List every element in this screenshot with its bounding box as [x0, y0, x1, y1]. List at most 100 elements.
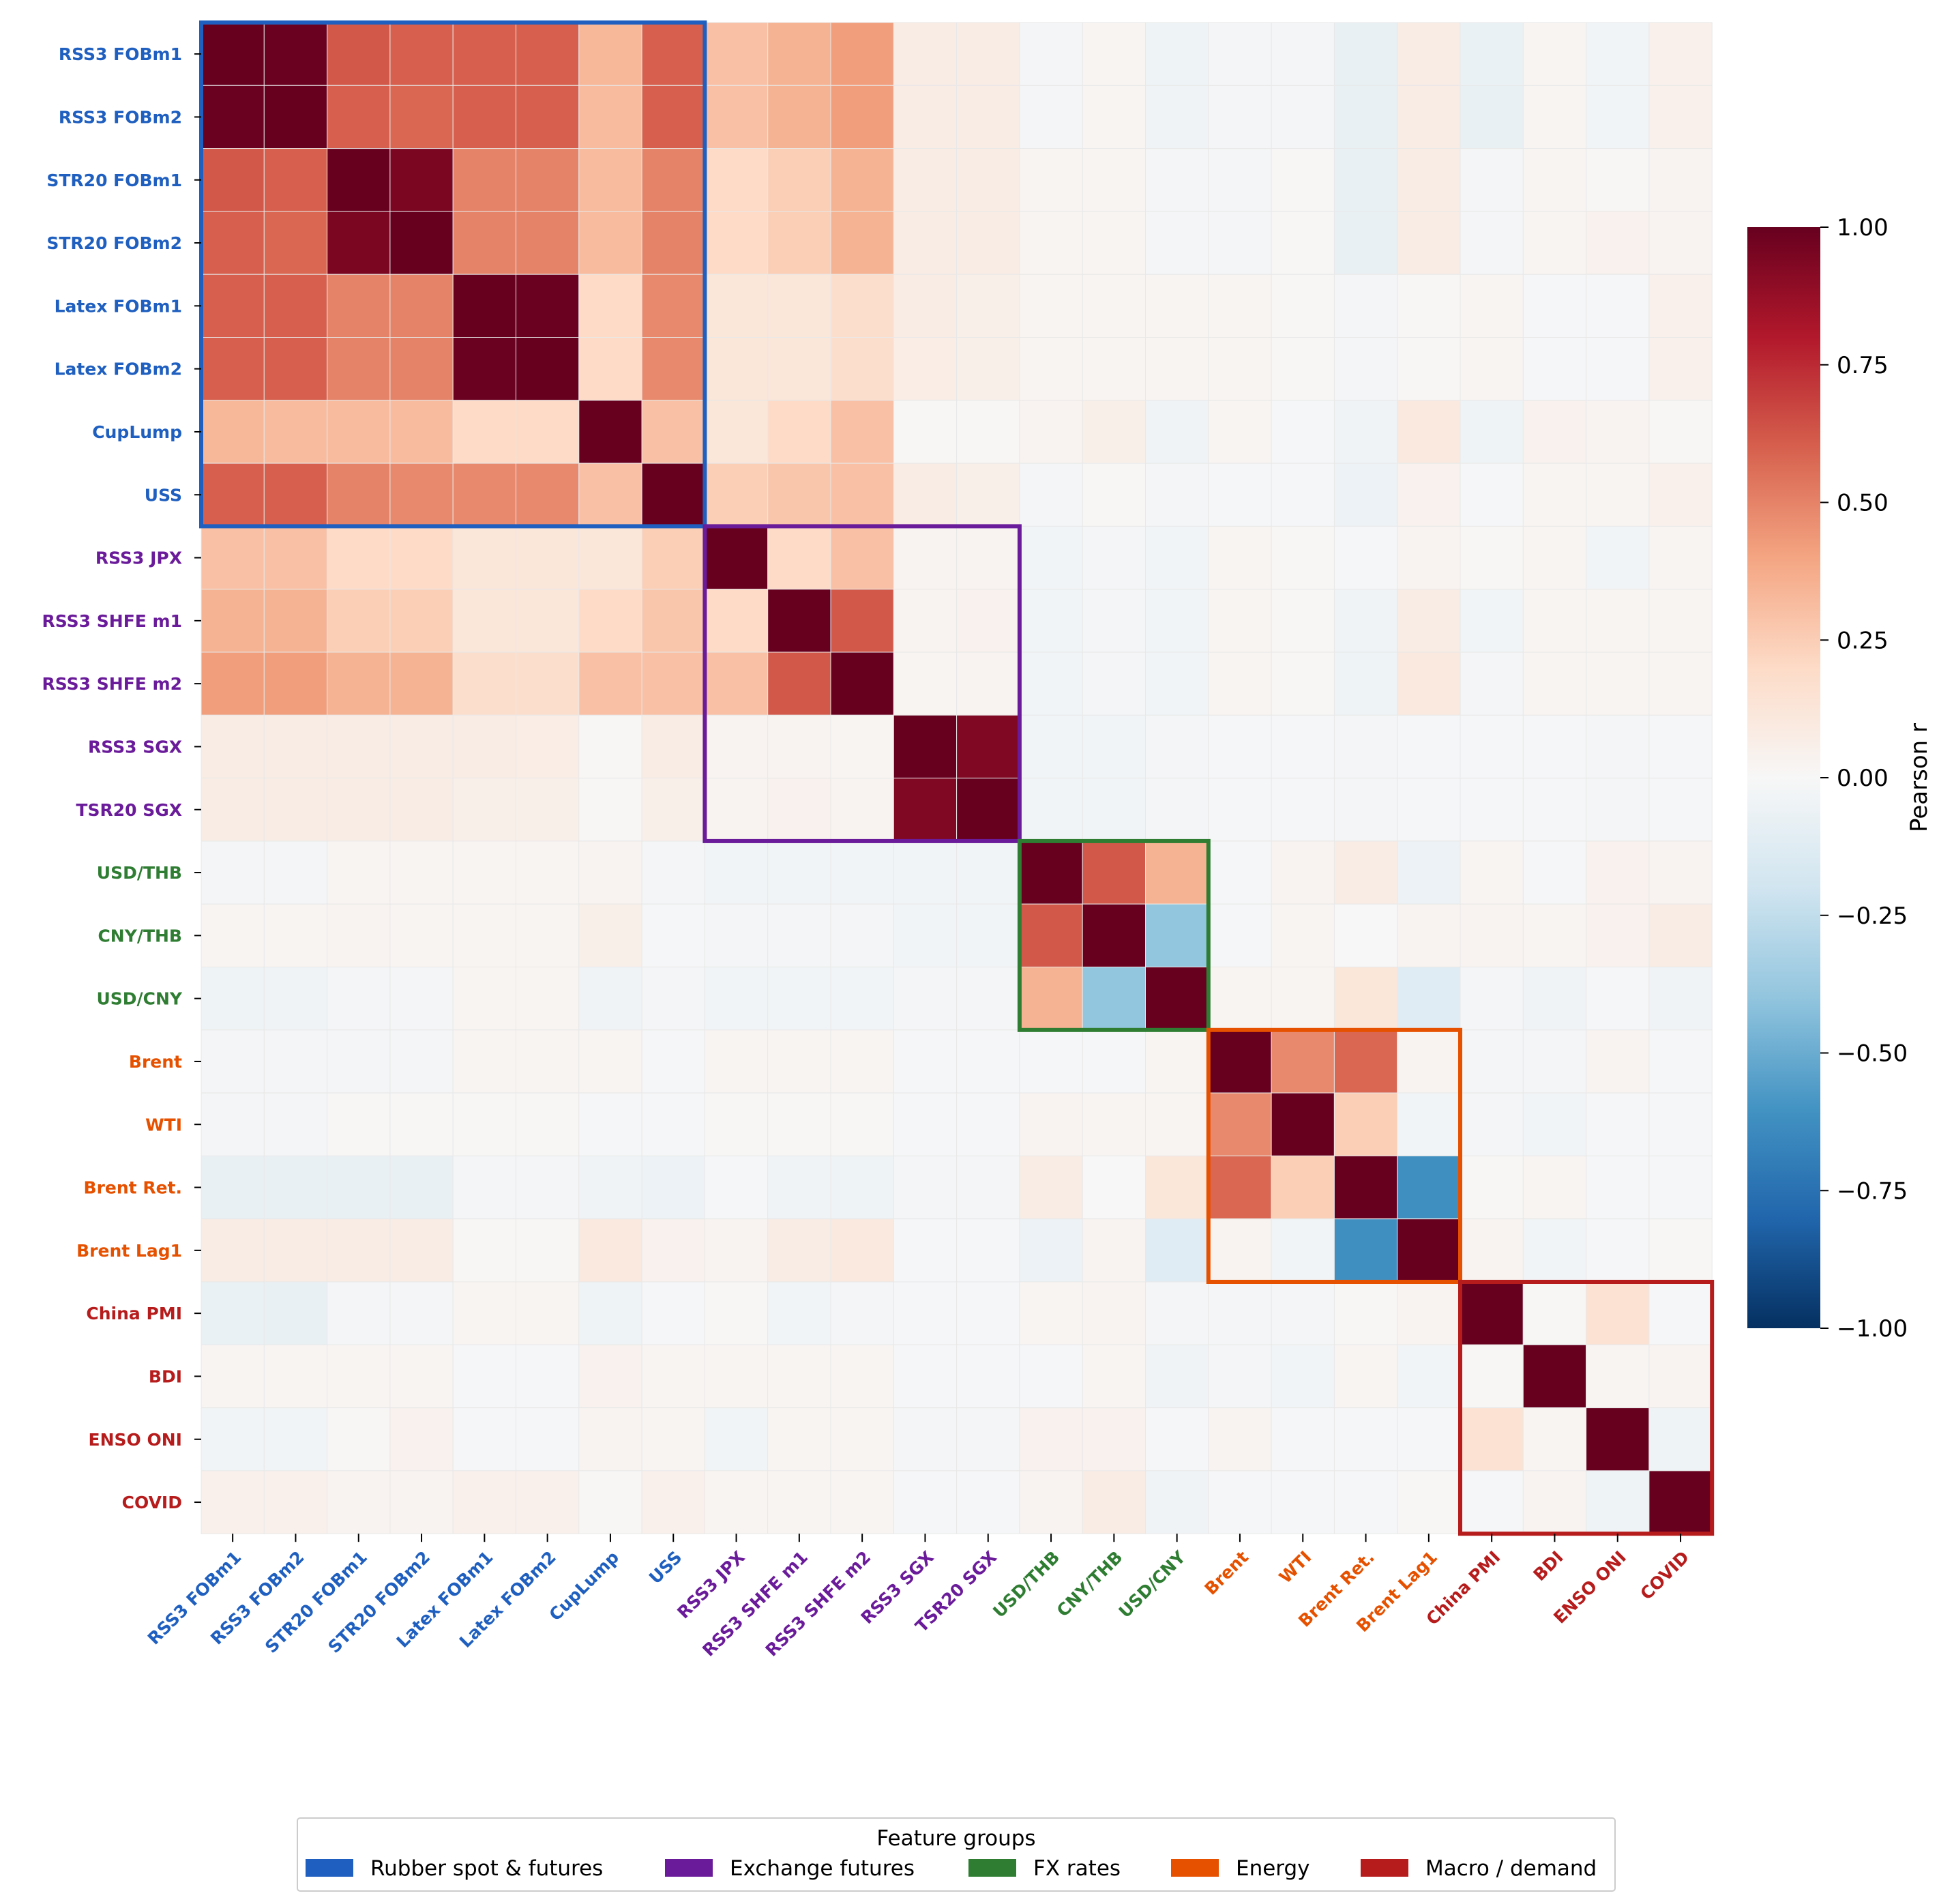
heatmap-cell — [1145, 1092, 1209, 1156]
heatmap-cell — [327, 1155, 391, 1220]
heatmap-cell — [452, 1407, 517, 1471]
heatmap-cell — [1648, 85, 1713, 149]
heatmap-cell — [1271, 1155, 1335, 1220]
heatmap-cell — [1397, 589, 1461, 653]
heatmap-cell — [327, 1281, 391, 1345]
heatmap-cell — [1648, 1407, 1713, 1471]
heatmap-cell — [263, 589, 328, 653]
column-label: Brent — [1200, 1547, 1252, 1599]
heatmap-cell — [1271, 274, 1335, 338]
heatmap-cell — [201, 525, 265, 590]
heatmap-cell — [1586, 400, 1650, 464]
heatmap-cell — [263, 1344, 328, 1409]
heatmap-cell — [1271, 589, 1335, 653]
group-outline — [1017, 838, 1211, 1032]
heatmap-cell — [767, 778, 831, 842]
heatmap-cell — [956, 85, 1020, 149]
heatmap-cell — [1145, 337, 1209, 401]
heatmap-cell — [1648, 22, 1713, 86]
colorbar-tick-label: −1.00 — [1837, 1315, 1908, 1343]
heatmap-cell — [578, 463, 642, 527]
heatmap-cell — [452, 778, 517, 842]
heatmap-cell — [1208, 651, 1272, 716]
heatmap-cell — [1648, 1155, 1713, 1220]
heatmap-cell — [1208, 22, 1272, 86]
heatmap-cell — [516, 1407, 580, 1471]
heatmap-cell — [641, 1218, 705, 1283]
heatmap-cell — [893, 1092, 958, 1156]
heatmap-cell — [830, 651, 894, 716]
heatmap-cell — [578, 589, 642, 653]
heatmap-cell — [1082, 22, 1146, 86]
heatmap-cells — [201, 22, 1713, 1534]
heatmap-cell — [1019, 1029, 1083, 1094]
heatmap-cell — [1460, 1281, 1524, 1345]
row-label: China PMI — [86, 1304, 182, 1323]
heatmap-cell — [1019, 211, 1083, 275]
heatmap-cell — [830, 525, 894, 590]
heatmap-cell — [704, 1407, 769, 1471]
heatmap-cell — [201, 1218, 265, 1283]
heatmap-cell — [516, 22, 580, 86]
heatmap-cell — [1082, 589, 1146, 653]
column-label: COVID — [1636, 1547, 1693, 1604]
heatmap-cell — [452, 337, 517, 401]
heatmap-cell — [1145, 589, 1209, 653]
heatmap-cell — [1271, 903, 1335, 967]
heatmap-cell — [830, 1029, 894, 1094]
heatmap-cell — [704, 589, 769, 653]
heatmap-cell — [1648, 840, 1713, 905]
heatmap-cell — [327, 778, 391, 842]
heatmap-cell — [1271, 1029, 1335, 1094]
heatmap-cell — [578, 967, 642, 1031]
heatmap-cell — [263, 903, 328, 967]
heatmap-cell — [1145, 1218, 1209, 1283]
heatmap-cell — [767, 1218, 831, 1283]
heatmap-cell — [1397, 463, 1461, 527]
heatmap-cell — [516, 1470, 580, 1534]
heatmap-cell — [1397, 1470, 1461, 1534]
heatmap-cell — [1522, 1344, 1587, 1409]
heatmap-cell — [516, 1218, 580, 1283]
heatmap-cell — [1522, 1155, 1587, 1220]
heatmap-cell — [201, 1281, 265, 1345]
heatmap-cell — [1145, 778, 1209, 842]
heatmap-cell — [1271, 1407, 1335, 1471]
heatmap-cell — [516, 778, 580, 842]
heatmap-cell — [1460, 1344, 1524, 1409]
heatmap-cell — [327, 400, 391, 464]
heatmap-cell — [830, 337, 894, 401]
heatmap-cell — [516, 337, 580, 401]
heatmap-cell — [201, 211, 265, 275]
heatmap-cell — [830, 1281, 894, 1345]
heatmap-cell — [1019, 1470, 1083, 1534]
heatmap-cell — [1145, 148, 1209, 212]
legend-swatch — [1361, 1859, 1408, 1877]
heatmap-cell — [201, 840, 265, 905]
heatmap-cell — [389, 589, 454, 653]
heatmap-cell — [1333, 1092, 1398, 1156]
heatmap-cell — [516, 840, 580, 905]
heatmap-cell — [1648, 1281, 1713, 1345]
heatmap-cell — [1397, 337, 1461, 401]
heatmap-cell — [201, 1092, 265, 1156]
heatmap-cell — [327, 274, 391, 338]
heatmap-cell — [327, 1344, 391, 1409]
heatmap-cell — [704, 211, 769, 275]
heatmap-cell — [263, 525, 328, 590]
heatmap-cell — [1586, 274, 1650, 338]
heatmap-cell — [578, 1092, 642, 1156]
heatmap-cell — [1145, 463, 1209, 527]
row-label: RSS3 SGX — [88, 737, 182, 757]
heatmap-cell — [1460, 651, 1524, 716]
heatmap-cell — [1397, 1281, 1461, 1345]
heatmap-cell — [1648, 1218, 1713, 1283]
heatmap-cell — [1460, 1218, 1524, 1283]
heatmap-cell — [956, 1407, 1020, 1471]
heatmap-cell — [1586, 903, 1650, 967]
heatmap-cell — [516, 1344, 580, 1409]
row-labels: RSS3 FOBm1 RSS3 FOBm2 STR20 FOBm1 STR20 FOB… — [42, 44, 201, 1512]
heatmap-cell — [1145, 525, 1209, 590]
heatmap-cell — [1271, 211, 1335, 275]
